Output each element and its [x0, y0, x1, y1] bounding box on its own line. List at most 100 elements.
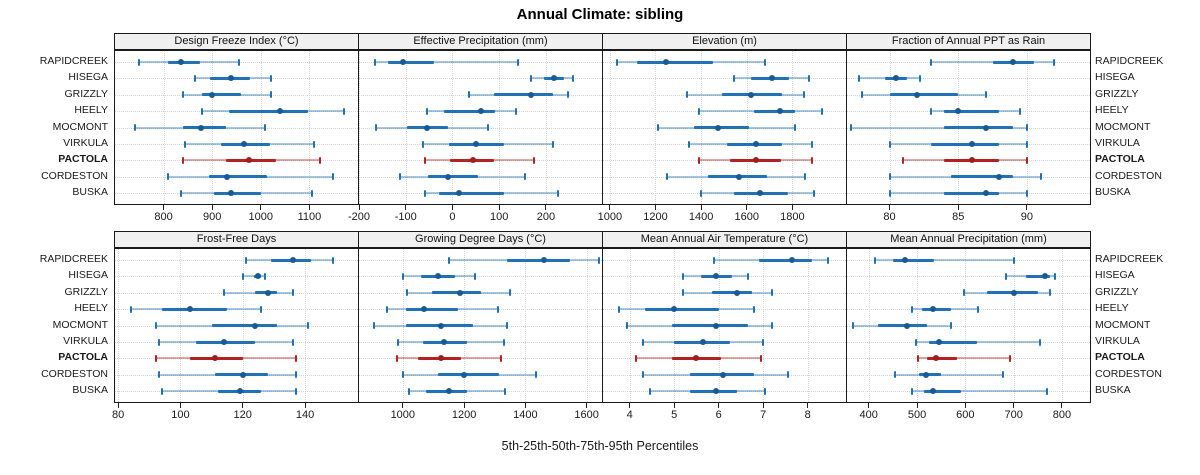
- x-tick-label: 700: [1004, 409, 1023, 421]
- whisker-cap-cordeston: [535, 371, 538, 379]
- figure-title: Annual Climate: sibling: [516, 6, 684, 23]
- horizontal-gridline: [359, 358, 602, 360]
- median-dot-cordeston: [461, 371, 468, 378]
- x-tick: [700, 205, 702, 210]
- whisker-cap-mocmont: [656, 124, 659, 132]
- interval-25-75-rapidcreek: [507, 258, 570, 262]
- median-dot-grizzly: [733, 289, 740, 296]
- median-dot-hisega: [227, 75, 234, 82]
- whisker-cap-heely: [753, 305, 756, 313]
- station-label-rapidcreek: RAPIDCREEK: [1095, 55, 1164, 67]
- whisker-cap-mocmont: [852, 322, 855, 330]
- whisker-cap-pactola: [499, 354, 502, 362]
- station-label-buska: BUSKA: [1095, 384, 1131, 397]
- horizontal-gridline: [847, 374, 1090, 376]
- whisker-cap-mocmont: [793, 124, 796, 132]
- whisker-cap-pactola: [759, 354, 762, 362]
- median-dot-heely: [929, 306, 936, 313]
- interval-5-95-rapidcreek: [375, 61, 518, 63]
- horizontal-gridline: [359, 260, 602, 261]
- interval-25-75-rapidcreek: [387, 60, 434, 64]
- median-dot-pactola: [693, 355, 700, 362]
- whisker-cap-heely: [425, 107, 428, 115]
- station-label-mocmont: MOCMONT: [52, 318, 108, 331]
- station-label-buska: BUSKA: [72, 384, 108, 397]
- station-label-virkula: VIRKULA: [1095, 137, 1140, 149]
- median-dot-heely: [277, 108, 284, 115]
- whisker-cap-grizzly: [567, 91, 570, 99]
- panel-mean-annual-precipitation-mm-: [846, 248, 1091, 403]
- x-tick-label: -200: [347, 211, 371, 223]
- x-tick: [451, 205, 453, 210]
- interval-25-75-heely: [944, 109, 1000, 113]
- whisker-cap-hisega: [401, 272, 404, 280]
- whisker-cap-buska: [813, 189, 816, 197]
- interval-25-75-buska: [689, 389, 737, 393]
- station-label-pactola: PACTOLA: [58, 153, 108, 166]
- whisker-cap-mocmont: [626, 322, 629, 330]
- whisker-cap-grizzly: [771, 289, 774, 297]
- median-dot-rapidcreek: [177, 59, 184, 65]
- interval-25-75-cordeston: [427, 175, 479, 179]
- median-dot-heely: [421, 306, 428, 313]
- x-tick-label: 600: [956, 409, 975, 421]
- horizontal-gridline: [603, 62, 846, 63]
- whisker-cap-mocmont: [949, 322, 952, 330]
- median-dot-pactola: [933, 355, 940, 362]
- whisker-cap-hisega: [529, 74, 532, 82]
- median-dot-hisega: [893, 75, 900, 82]
- whisker-cap-virkula: [502, 338, 505, 346]
- median-dot-heely: [776, 108, 783, 115]
- panel-design-freeze-index-c-: [114, 50, 359, 205]
- station-label-cordeston: CORDESTON: [41, 367, 108, 380]
- whisker-cap-hisega: [858, 74, 861, 82]
- horizontal-gridline: [359, 127, 602, 129]
- x-tick-label: 7: [760, 409, 767, 421]
- x-tick-label: 80: [112, 409, 125, 421]
- median-dot-buska: [713, 388, 720, 395]
- x-tick: [673, 403, 675, 408]
- interval-25-75-mocmont: [211, 324, 277, 328]
- vertical-gridline: [402, 249, 404, 402]
- interval-25-75-buska: [944, 191, 1000, 195]
- x-tick: [586, 403, 588, 408]
- station-label-pactola: PACTOLA: [1095, 351, 1145, 364]
- median-dot-cordeston: [735, 173, 742, 180]
- interval-5-95-buska: [912, 390, 1047, 393]
- vertical-gridline: [499, 51, 501, 204]
- whisker-cap-heely: [260, 305, 263, 313]
- horizontal-gridline: [603, 78, 846, 80]
- median-dot-hisega: [551, 75, 558, 82]
- median-dot-grizzly: [264, 289, 271, 296]
- interval-5-95-rapidcreek: [930, 61, 1055, 63]
- x-tick-label: 80: [883, 211, 896, 223]
- median-dot-mocmont: [904, 322, 911, 329]
- panel-growing-degree-days-c-: [358, 248, 603, 403]
- station-label-rapidcreek: RAPIDCREEK: [39, 55, 108, 67]
- x-tick: [609, 205, 611, 210]
- x-tick-label: 1000: [597, 211, 623, 223]
- interval-25-75-rapidcreek: [168, 60, 201, 64]
- interval-25-75-mocmont: [878, 324, 927, 328]
- interval-25-75-mocmont: [944, 126, 1014, 130]
- station-label-mocmont: MOCMONT: [1095, 120, 1151, 133]
- whisker-cap-cordeston: [665, 173, 668, 181]
- whisker-cap-rapidcreek: [516, 58, 519, 66]
- vertical-gridline: [309, 51, 311, 204]
- whisker-cap-buska: [160, 387, 163, 395]
- median-dot-buska: [227, 190, 234, 197]
- whisker-cap-hisega: [1053, 272, 1056, 280]
- whisker-cap-heely: [977, 305, 980, 313]
- interval-25-75-rapidcreek: [637, 60, 713, 64]
- vertical-gridline: [629, 249, 631, 402]
- median-dot-buska: [757, 190, 764, 197]
- horizontal-gridline: [115, 127, 358, 129]
- whisker-cap-hisega: [473, 272, 476, 280]
- x-tick-label: 5: [671, 409, 678, 421]
- whisker-cap-rapidcreek: [138, 58, 141, 66]
- median-dot-buska: [236, 388, 243, 395]
- x-tick: [260, 205, 262, 210]
- whisker-cap-cordeston: [398, 173, 401, 181]
- interval-25-75-heely: [753, 109, 795, 113]
- whisker-cap-mocmont: [1025, 124, 1028, 132]
